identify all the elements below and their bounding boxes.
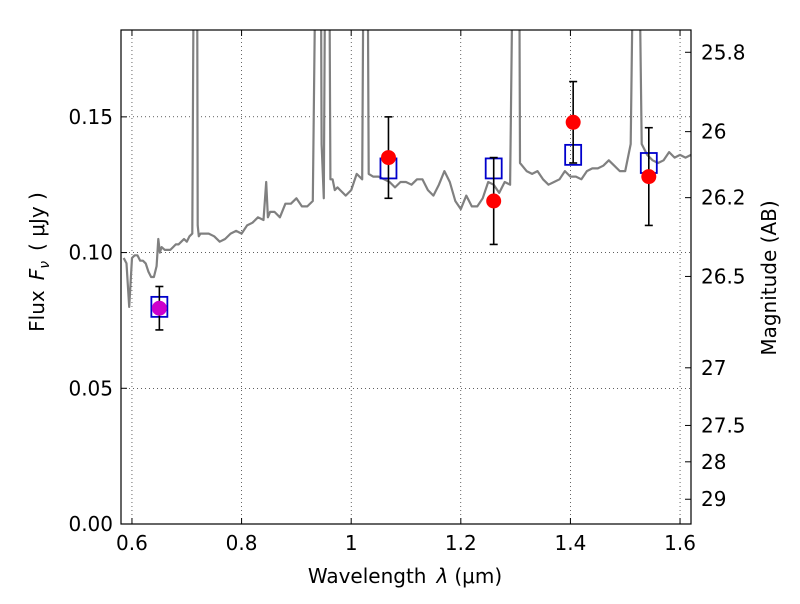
y2-tick-label: 29 bbox=[701, 487, 726, 511]
plot-frame bbox=[120, 29, 692, 525]
spectrum-line bbox=[122, 30, 691, 308]
x-axis-label: Wavelength λ (μm) bbox=[308, 564, 502, 588]
axis-ticks: 0.6 0.8 1 1.2 1.4 1.6 0.00 0.05 0.10 0.15 25.8 26 26… bbox=[68, 30, 746, 555]
y2-tick-label: 27 bbox=[701, 356, 726, 380]
grid-lines bbox=[121, 30, 691, 524]
x-tick-label: 0.8 bbox=[226, 531, 258, 555]
x-tick-label: 1.4 bbox=[555, 531, 587, 555]
y-tick-label: 0.00 bbox=[68, 512, 113, 536]
observed-photometry-point bbox=[565, 114, 581, 130]
observed-photometry-point bbox=[380, 150, 396, 166]
y-tick-label: 0.05 bbox=[68, 376, 113, 400]
x-tick-label: 0.6 bbox=[116, 531, 148, 555]
y2-tick-label: 25.8 bbox=[701, 40, 746, 64]
observed-photometry-point bbox=[486, 193, 502, 209]
y2-tick-label: 26.5 bbox=[701, 264, 746, 288]
plot-area bbox=[121, 30, 691, 524]
observed-photometry-point bbox=[151, 300, 167, 316]
y-axis-label: FluxFν( μJy ) bbox=[25, 192, 53, 332]
y2-tick-label: 28 bbox=[701, 450, 726, 474]
y2-tick-label: 26 bbox=[701, 120, 726, 144]
y-tick-label: 0.10 bbox=[68, 241, 113, 265]
y-tick-label: 0.15 bbox=[68, 105, 113, 129]
y2-tick-label: 27.5 bbox=[701, 413, 746, 437]
y2-axis-label: Magnitude (AB) bbox=[757, 200, 781, 355]
observed-photometry-point bbox=[641, 169, 657, 185]
x-tick-label: 1 bbox=[345, 531, 358, 555]
data-layer bbox=[122, 30, 691, 331]
y2-tick-label: 26.2 bbox=[701, 186, 746, 210]
x-tick-label: 1.6 bbox=[664, 531, 696, 555]
x-tick-label: 1.2 bbox=[445, 531, 477, 555]
